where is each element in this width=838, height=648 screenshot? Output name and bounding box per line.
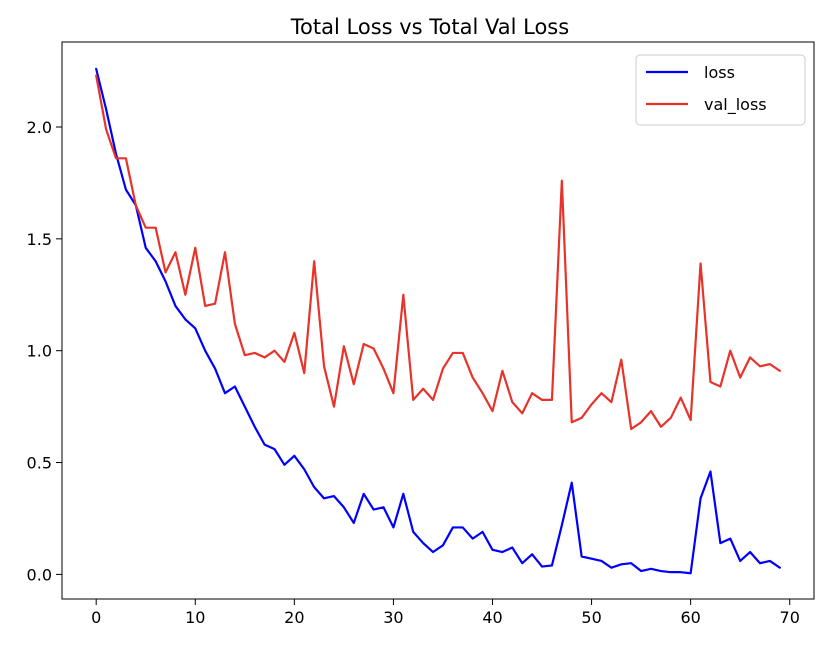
legend-label-loss: loss: [704, 63, 735, 82]
plot-area: [61, 41, 815, 600]
plot-frame: [61, 41, 815, 600]
series-layer: [95, 67, 781, 575]
series-line-loss: [95, 67, 781, 575]
x-tick-label: 10: [185, 608, 205, 627]
y-tick-label: 0.0: [27, 565, 52, 584]
x-axis: 0 10 20 30 40 50 60 70: [91, 599, 800, 627]
y-tick-label: 0.5: [27, 454, 52, 473]
legend-label-val-loss: val_loss: [704, 95, 767, 115]
y-axis: 0.0 0.5 1.0 1.5 2.0: [27, 118, 62, 584]
y-tick-label: 2.0: [27, 118, 52, 137]
y-tick-label: 1.0: [27, 342, 52, 361]
x-tick-label: 60: [680, 608, 700, 627]
x-tick-label: 50: [581, 608, 601, 627]
legend: loss val_loss: [635, 54, 806, 126]
series-line-val-loss: [95, 74, 781, 431]
x-tick-label: 70: [780, 608, 800, 627]
x-tick-label: 40: [482, 608, 502, 627]
x-tick-label: 20: [284, 608, 304, 627]
x-tick-label: 30: [383, 608, 403, 627]
y-tick-label: 1.5: [27, 230, 52, 249]
chart-title: Total Loss vs Total Val Loss: [290, 15, 569, 39]
x-tick-label: 0: [91, 608, 101, 627]
